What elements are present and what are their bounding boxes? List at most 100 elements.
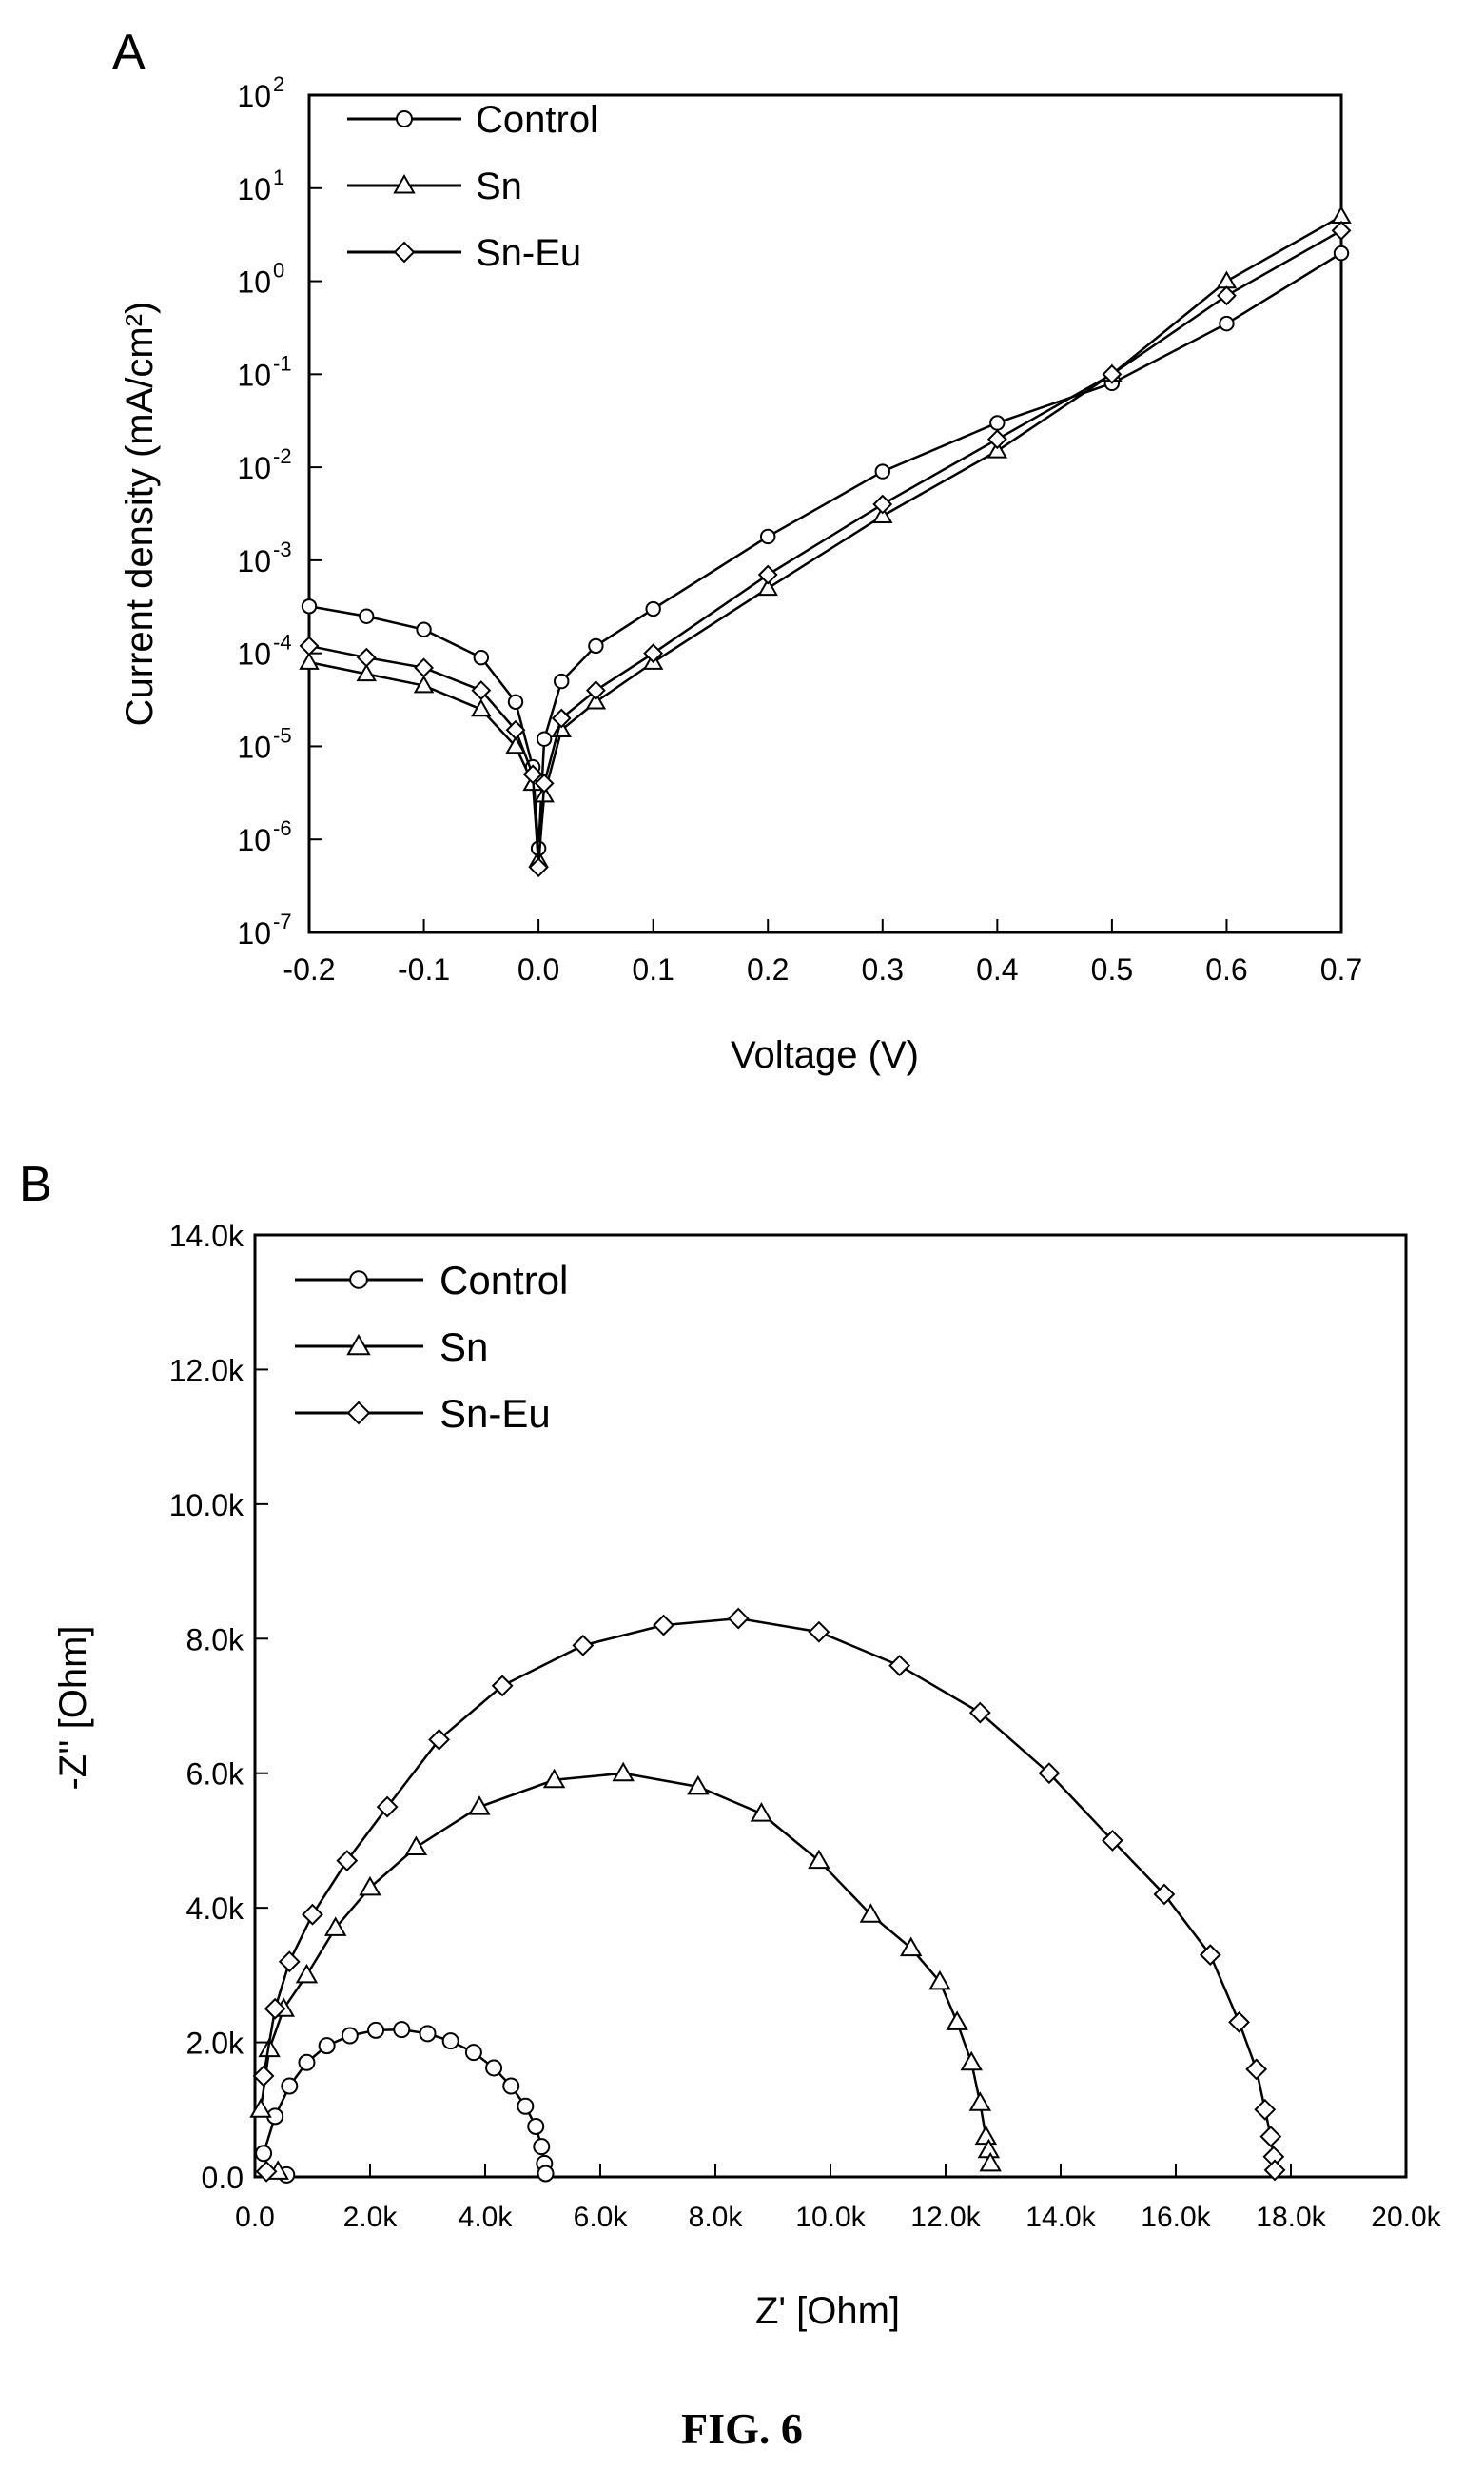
panel-b-x-tick-labels: 0.0 2.0k 4.0k 6.0k 8.0k 10.0k 12.0k 14.0k 16.0k 1… [235,2164,1442,2233]
panel-b-x-tick-label: 10.0k [795,2202,866,2233]
panel-a-point-sn [585,691,607,710]
panel-a-x-tick-labels: -0.2 -0.1 0.0 0.1 0.2 0.3 0.4 0.5 0.6 0.7 [283,919,1362,987]
panel-a-plot-frame [307,93,1343,934]
panel-a-point-control [588,637,604,655]
panel-b-point-sn [612,1761,635,1782]
panel-a-x-tick-label: -0.1 [398,952,450,987]
panel-b-point-control [281,2077,299,2095]
panel-b-point-sn-eu [727,1607,750,1630]
panel-b-legend-marker [346,1333,371,1356]
panel-a-x-axis-label: Voltage (V) [731,1034,919,1076]
panel-b-y-tick-label: 0.0 [202,2161,244,2195]
panel-b-point-control [502,2077,520,2095]
panel-a-point-sn-eu [585,680,606,700]
panel-a-point-sn [872,505,893,523]
panel-a-point-sn [505,735,526,754]
panel-a-point-sn-eu [1331,220,1352,241]
panel-a-point-sn-eu [551,708,572,729]
panel-b-point-sn [249,2098,272,2118]
panel-b-legend-marker [346,1401,371,1425]
panel-b-point-sn-eu [264,1997,286,2020]
panel-b-y-tick-labels: 0.0 2.0k 4.0k 6.0k 8.0k 10.0k 12.0k 14.0k [169,1219,268,2195]
panel-b-point-sn [359,1875,381,1896]
panel-b-y-tick-label: 6.0k [186,1757,244,1792]
panel-b-point-sn [687,1774,710,1795]
panel-a-point-sn-eu [471,680,492,700]
panel-a-x-tick-label: -0.2 [283,952,335,987]
panel-a-series-line-sn-eu [308,229,1342,868]
panel-a-point-control [1333,245,1350,262]
panel-b-point-sn-eu [572,1634,595,1656]
panel-b-x-tick-label: 18.0k [1256,2202,1326,2233]
panel-b-x-tick-label: 16.0k [1141,2202,1211,2233]
panel-a-x-tick-label: 0.0 [517,952,559,987]
panel-a-y-tick-label: 10 [237,544,271,578]
panel-a-point-control [645,600,661,617]
panel-a-point-sn [1331,206,1352,224]
panel-b-point-sn-eu [278,1950,301,1973]
panel-b-point-sn-eu [302,1903,323,1926]
panel-a-y-tick-exponent: -3 [273,538,292,561]
panel-b-point-control [341,2027,359,2045]
panel-b-point-sn-eu [1102,1830,1123,1852]
panel-b-y-tick-label: 12.0k [169,1353,244,1387]
panel-a-point-sn [1216,270,1238,289]
panel-b-y-tick-label: 4.0k [186,1891,244,1926]
panel-b-y-tick-label: 8.0k [186,1622,244,1656]
panel-a-legend: Control Sn Sn-Eu [347,99,598,274]
panel-a-point-control [301,598,318,615]
panel-b-point-sn [974,2125,998,2146]
panel-a-point-control [760,528,776,545]
panel-a-point-sn-eu [872,494,893,515]
panel-b-point-sn [542,1768,566,1789]
panel-a-y-tick-exponent: -6 [273,816,292,840]
panel-b-point-control [367,2021,385,2039]
panel-b-point-control [464,2044,482,2062]
panel-b-point-sn [859,1903,883,1923]
panel-b-point-control [441,2032,459,2050]
panel-a-y-tick-exponent: -5 [273,723,292,747]
panel-a-point-control [359,608,375,624]
panel-b-x-tick-label: 4.0k [459,2202,514,2233]
panel-a-y-tick-label: 10 [237,451,271,485]
panel-b-point-sn [979,2151,1002,2172]
panel-a-x-tick-label: 0.7 [1320,952,1362,987]
panel-b-series [249,1607,1286,2184]
panel-b-point-control [537,2165,555,2183]
panel-b-point-sn-eu [376,1795,399,1818]
panel-b-legend-label: Sn [439,1324,488,1369]
panel-a-point-control [874,463,890,480]
panel-b-series-line-sn [259,1772,992,2165]
panel-b-x-tick-label: 8.0k [689,2202,744,2233]
panel-b-point-sn [295,1963,319,1984]
panel-a-y-tick-exponent: 2 [273,72,284,96]
panel-b-point-control [533,2138,551,2156]
panel-a-point-control [507,694,524,710]
panel-b-point-control [517,2097,535,2115]
panel-b-point-sn-eu [428,1728,451,1751]
panel-b-series-line-sn-eu [262,1617,1277,2171]
panel-a-x-tick-label: 0.3 [862,952,904,987]
panel-a-point-sn-eu [505,719,526,740]
panel-b-label: B [19,1157,52,1212]
panel-b-point-control [419,2025,437,2043]
panel-a-y-tick-exponent: -7 [273,910,292,933]
panel-b-point-sn-eu [968,1701,991,1724]
panel-a-x-tick-label: 0.2 [747,952,789,987]
panel-b-y-tick-label: 14.0k [169,1219,244,1253]
panel-b-point-sn-eu [1245,2058,1268,2081]
panel-a-point-sn [356,663,378,682]
panel-a-legend-label: Sn [476,166,522,207]
panel-a-y-tick-label: 10 [237,637,271,672]
panel-b-point-sn [899,1936,923,1957]
panel-a-point-sn-eu [757,564,778,585]
panel-b-x-axis-label: Z' [Ohm] [755,2290,900,2332]
panel-a-point-control [536,731,553,747]
panel-a-legend-marker [396,110,413,127]
panel-a-point-control [989,415,1006,431]
panel-b-point-sn-eu [1199,1944,1221,1967]
panel-b-x-tick-label: 0.0 [235,2202,275,2233]
panel-b-point-sn [968,2091,992,2111]
panel-b-point-sn-eu [336,1850,359,1872]
panel-a-point-sn-eu [986,429,1007,450]
